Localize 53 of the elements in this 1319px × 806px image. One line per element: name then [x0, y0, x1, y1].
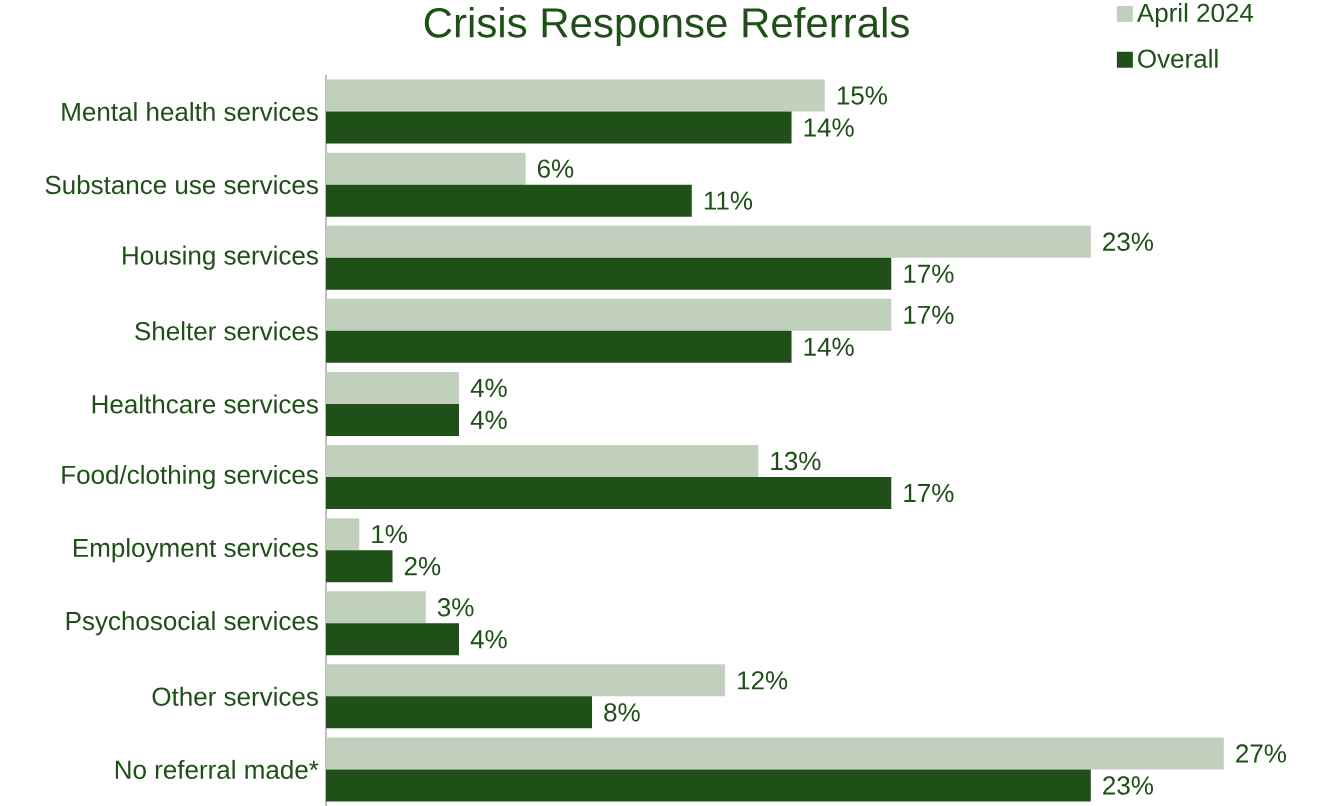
data-label: 4% — [470, 630, 507, 649]
data-label: 2% — [404, 556, 441, 576]
bar — [326, 591, 426, 624]
y-tick-label: Shelter services — [135, 321, 318, 341]
bar — [326, 664, 726, 697]
bar — [326, 550, 393, 583]
bar — [326, 403, 460, 436]
data-label: 17% — [904, 483, 954, 503]
data-label: 23% — [1103, 232, 1153, 251]
data-label: 1% — [372, 525, 407, 544]
data-label: 13% — [771, 451, 821, 471]
data-label: 15% — [837, 86, 887, 105]
data-label: 4% — [470, 410, 507, 430]
y-tick-label: Food/clothing services — [62, 464, 318, 490]
bar — [326, 477, 892, 510]
data-label: 17% — [904, 305, 954, 324]
bar — [326, 79, 825, 112]
y-tick-label: Housing services — [123, 245, 318, 270]
bar — [326, 623, 460, 656]
bar — [326, 737, 1224, 770]
y-tick-label: Healthcare services — [92, 394, 318, 414]
y-tick-label: Psychosocial services — [66, 611, 318, 636]
bar — [326, 769, 1091, 802]
y-tick-label: Mental health services — [62, 101, 318, 122]
bar — [326, 371, 460, 404]
y-tick-label: Substance use services — [45, 175, 318, 195]
data-label: 11% — [704, 191, 753, 210]
bar — [326, 696, 593, 729]
y-tick-label: No referral made* — [115, 759, 319, 779]
bar — [326, 111, 792, 144]
bar — [326, 445, 759, 478]
bar — [326, 184, 692, 217]
data-label: 27% — [1236, 744, 1287, 763]
bar — [326, 257, 892, 290]
data-label: 17% — [904, 264, 954, 283]
legend-label: Overall — [1138, 48, 1218, 68]
data-label: 6% — [537, 159, 574, 178]
bar — [326, 225, 1091, 258]
bar — [326, 518, 360, 551]
y-tick-label: Other services — [152, 686, 318, 706]
bar — [326, 152, 526, 185]
y-tick-label: Employment services — [73, 538, 318, 563]
chart-title: Crisis Response Referrals — [424, 6, 909, 47]
bar — [326, 330, 792, 363]
legend-label: April 2024 — [1136, 2, 1254, 28]
data-label: 14% — [804, 118, 854, 137]
data-label: 4% — [470, 378, 507, 398]
data-label: 23% — [1103, 776, 1153, 795]
data-label: 14% — [804, 337, 854, 356]
bar — [326, 298, 892, 331]
data-label: 3% — [437, 598, 474, 617]
data-label: 12% — [738, 671, 788, 690]
data-label: 8% — [604, 703, 640, 722]
